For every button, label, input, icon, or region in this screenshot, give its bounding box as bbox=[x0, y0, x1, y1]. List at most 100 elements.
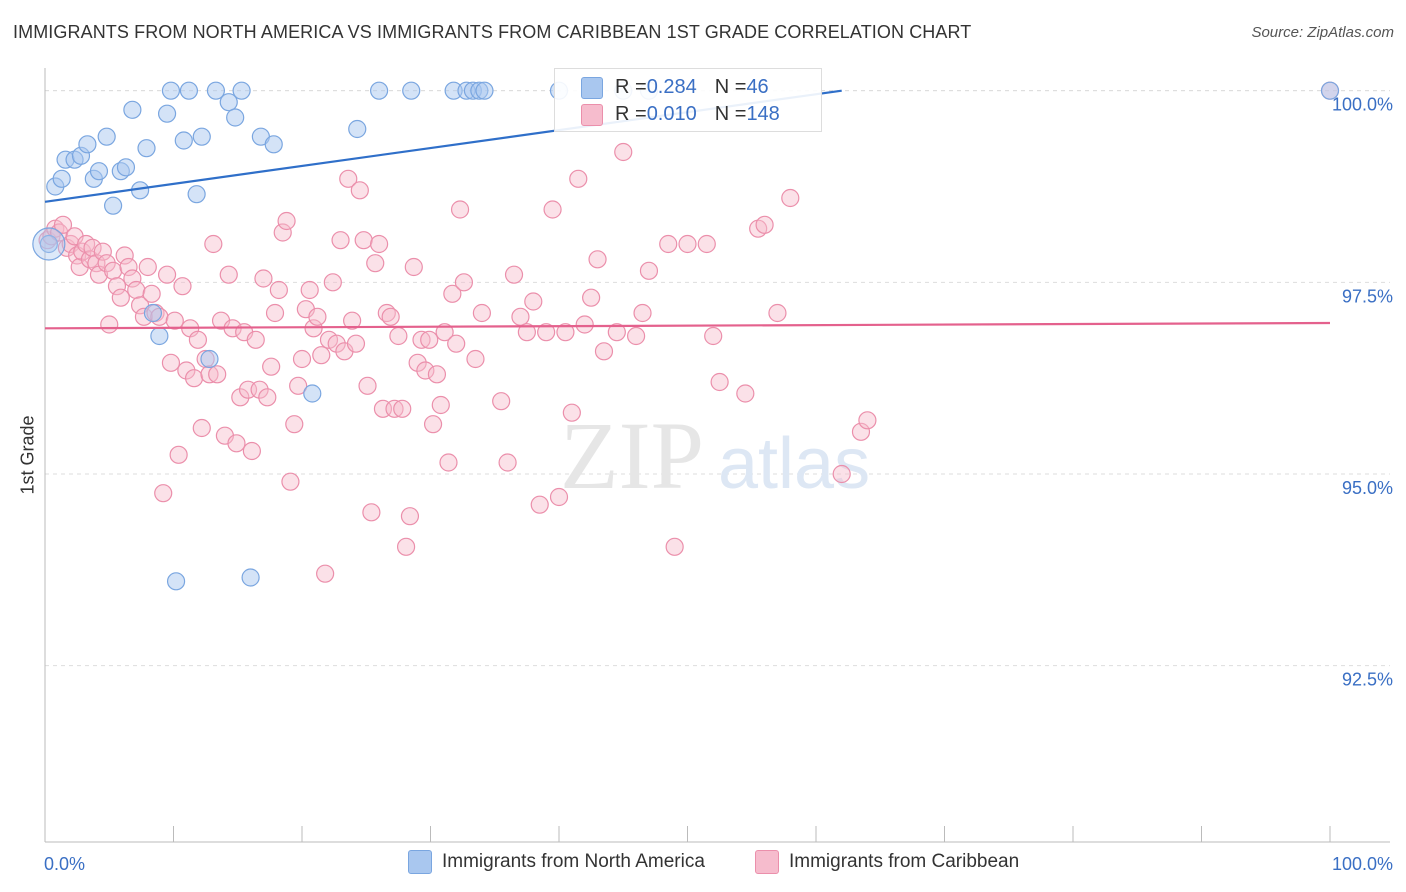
caribbean-point bbox=[308, 307, 327, 326]
bottom-legend-label-caribbean: Immigrants from Caribbean bbox=[789, 851, 1020, 872]
tick-labels: 92.5% 95.0% 97.5% 100.0% 0.0% 100.0% bbox=[44, 95, 1393, 874]
caribbean-point bbox=[227, 434, 246, 453]
caribbean-point bbox=[450, 200, 470, 219]
north-america-point bbox=[200, 349, 219, 369]
caribbean-point bbox=[250, 380, 269, 399]
caribbean-point bbox=[472, 303, 491, 323]
caribbean-point bbox=[104, 261, 123, 280]
caribbean-point bbox=[556, 323, 575, 342]
north-america-point bbox=[219, 93, 238, 112]
caribbean-point bbox=[543, 200, 562, 219]
caribbean-point bbox=[594, 342, 614, 361]
caribbean-point bbox=[665, 537, 684, 556]
caribbean-point bbox=[289, 376, 308, 395]
caribbean-point bbox=[331, 231, 350, 250]
source-label: Source: ZipAtlas.com bbox=[1251, 24, 1394, 41]
north-america-point bbox=[161, 81, 181, 100]
bottom-legend-swatch-north-america bbox=[408, 850, 432, 874]
north-america-point bbox=[241, 568, 260, 587]
caribbean-point bbox=[614, 142, 633, 162]
caribbean-point bbox=[188, 330, 208, 349]
caribbean-point bbox=[385, 399, 404, 418]
caribbean-point bbox=[569, 169, 588, 188]
north-america-point bbox=[192, 127, 211, 146]
caribbean-point bbox=[242, 441, 261, 461]
north-america-point bbox=[475, 81, 494, 100]
north-america-point bbox=[226, 108, 245, 127]
caribbean-point bbox=[346, 334, 366, 353]
legend-n-value: 46 bbox=[746, 75, 769, 98]
north-america-point bbox=[206, 81, 226, 100]
legend-r-value: 0.284 bbox=[646, 75, 697, 98]
caribbean-point bbox=[262, 357, 281, 376]
north-america-point bbox=[116, 158, 136, 177]
caribbean-point bbox=[265, 303, 285, 323]
caribbean-point bbox=[246, 330, 265, 349]
caribbean-point bbox=[127, 280, 146, 300]
caribbean-point bbox=[400, 507, 420, 526]
caribbean-point bbox=[582, 288, 601, 307]
caribbean-point bbox=[396, 537, 416, 556]
y-tick-label: 100.0% bbox=[1332, 95, 1393, 115]
north-america-point bbox=[370, 81, 389, 100]
caribbean-point bbox=[154, 484, 173, 503]
caribbean-point bbox=[362, 503, 381, 522]
caribbean-point bbox=[537, 323, 556, 342]
caribbean-point bbox=[157, 265, 177, 284]
caribbean-point bbox=[389, 326, 408, 346]
legend-row-caribbean: R = 0.010 N = 148 bbox=[615, 101, 780, 127]
caribbean-point bbox=[736, 384, 755, 403]
north-america-point bbox=[78, 135, 97, 154]
caribbean-point bbox=[755, 215, 774, 234]
caribbean-point bbox=[366, 254, 385, 273]
caribbean-point bbox=[169, 445, 188, 464]
legend-n-value: 148 bbox=[746, 102, 780, 125]
caribbean-point bbox=[107, 277, 127, 296]
caribbean-point bbox=[549, 487, 569, 507]
caribbean-point bbox=[300, 280, 319, 300]
caribbean-point bbox=[231, 388, 250, 407]
caribbean-point bbox=[530, 495, 549, 514]
north-america-point bbox=[1320, 81, 1340, 100]
caribbean-point bbox=[123, 269, 142, 288]
caribbean-point bbox=[165, 311, 184, 330]
caribbean-point bbox=[524, 292, 543, 311]
caribbean-point bbox=[358, 376, 377, 395]
caribbean-point bbox=[659, 234, 678, 254]
caribbean-point bbox=[115, 246, 134, 265]
north-america-point bbox=[166, 572, 186, 591]
north-america-point bbox=[348, 119, 367, 139]
caribbean-point bbox=[607, 323, 626, 342]
caribbean-point bbox=[431, 395, 450, 415]
north-america-point bbox=[97, 127, 116, 146]
caribbean-point bbox=[350, 181, 369, 200]
bottom-legend-swatch-caribbean bbox=[755, 850, 779, 874]
caribbean-point bbox=[53, 215, 73, 234]
caribbean-point bbox=[404, 257, 423, 277]
north-america-point bbox=[137, 139, 156, 158]
caribbean-point bbox=[416, 361, 435, 380]
caribbean-point bbox=[343, 311, 362, 330]
caribbean-point bbox=[312, 346, 331, 365]
caribbean-point bbox=[420, 330, 439, 349]
watermark-zip: ZIP bbox=[560, 402, 704, 509]
caribbean-point bbox=[678, 234, 697, 254]
north-america-point bbox=[402, 81, 421, 100]
caribbean-point bbox=[858, 411, 877, 430]
caribbean-point bbox=[219, 265, 238, 284]
caribbean-point bbox=[498, 453, 517, 472]
caribbean-point bbox=[119, 257, 138, 277]
caribbean-point bbox=[192, 418, 211, 438]
north-america-point bbox=[39, 234, 58, 254]
caribbean-point bbox=[93, 242, 112, 261]
caribbean-point bbox=[439, 453, 458, 472]
caribbean-trend-line bbox=[44, 321, 1331, 330]
caribbean-point bbox=[204, 234, 223, 254]
caribbean-point bbox=[173, 277, 192, 296]
north-america-point bbox=[150, 326, 169, 346]
caribbean-point bbox=[423, 415, 443, 434]
caribbean-point bbox=[208, 365, 227, 384]
caribbean-point bbox=[412, 330, 431, 349]
caribbean-point bbox=[466, 349, 485, 369]
caribbean-point bbox=[633, 303, 652, 323]
